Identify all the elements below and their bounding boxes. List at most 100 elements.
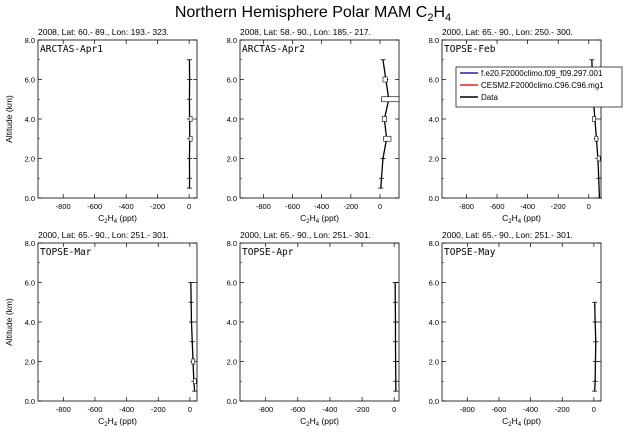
- plot-frame: [239, 242, 400, 402]
- panel-subtitle: 2008, Lat: 58.- 90., Lon: 185.- 217.: [240, 27, 371, 37]
- x-axis-label: C2H4 (ppt): [300, 213, 339, 225]
- campaign-label: TOPSE-Feb: [444, 44, 496, 55]
- x-tick-label: -600: [290, 405, 305, 414]
- x-tick-label: 0: [188, 405, 192, 414]
- x-tick-label: -400: [520, 202, 535, 211]
- panel-2: 2008, Lat: 58.- 90., Lon: 185.- 217. -800…: [227, 27, 400, 225]
- campaign-label: TOPSE-Apr: [242, 247, 294, 258]
- y-tick-label: 4.0: [25, 115, 35, 124]
- panel-5: 2000, Lat: 65.- 90., Lon: 251.- 301. -800…: [227, 230, 400, 428]
- y-tick-label: 6.0: [25, 279, 35, 288]
- range-box: [592, 116, 596, 122]
- legend: f.e20.F2000climo.f09_f09.297.001 CESM2.F2…: [455, 66, 623, 108]
- plot-frame: [37, 242, 198, 402]
- x-tick-label: -600: [490, 202, 505, 211]
- range-box: [188, 116, 193, 122]
- legend-label: Data: [481, 93, 498, 102]
- range-box: [193, 378, 197, 385]
- y-tick-label: 8.0: [429, 36, 439, 45]
- x-tick-label: 0: [392, 405, 396, 414]
- x-tick-label: -400: [119, 405, 134, 414]
- panel-6: 2000, Lat: 65.- 90., Lon: 251.- 301. -800…: [429, 230, 602, 428]
- x-tick-label: -400: [119, 202, 134, 211]
- y-tick-label: 2.0: [25, 155, 35, 164]
- legend-label: CESM2.F2000climo.C96.C96.mg1: [481, 81, 604, 90]
- x-axis-label: C2H4 (ppt): [98, 416, 137, 428]
- campaign-label: TOPSE-Mar: [40, 247, 92, 258]
- panel-1: 2008, Lat: 60.- 89., Lon: 193.- 323. -800…: [4, 27, 198, 225]
- x-tick-label: -600: [491, 405, 506, 414]
- x-tick-label: -200: [151, 405, 166, 414]
- x-tick-label: -200: [555, 405, 570, 414]
- x-tick-label: -600: [87, 202, 102, 211]
- x-tick-label: -800: [56, 405, 71, 414]
- data-profile-line: [394, 282, 397, 392]
- y-tick-label: 4.0: [429, 115, 439, 124]
- x-tick-label: -200: [355, 405, 370, 414]
- range-box: [188, 135, 193, 142]
- range-box: [191, 358, 196, 365]
- y-axis-label: Altitude (km): [4, 298, 14, 346]
- x-tick-label: 0: [592, 405, 596, 414]
- y-tick-label: 8.0: [429, 239, 439, 248]
- campaign-label: ARCTAS-Apr2: [242, 44, 305, 55]
- data-profile-line: [594, 302, 597, 392]
- x-axis-label: C2H4 (ppt): [98, 213, 137, 225]
- y-tick-label: 6.0: [227, 76, 237, 85]
- x-tick-label: 0: [587, 202, 591, 211]
- data-profile-line: [380, 59, 390, 189]
- y-tick-label: 4.0: [25, 318, 35, 327]
- y-tick-label: 8.0: [227, 239, 237, 248]
- x-tick-label: -400: [523, 405, 538, 414]
- y-tick-label: 0.0: [227, 194, 237, 203]
- x-tick-label: -600: [285, 202, 300, 211]
- x-axis-label: C2H4 (ppt): [502, 213, 541, 225]
- y-tick-label: 6.0: [429, 76, 439, 85]
- y-tick-label: 8.0: [25, 239, 35, 248]
- plot-frame: [441, 39, 602, 199]
- x-tick-label: -200: [551, 202, 566, 211]
- x-tick-label: -800: [56, 202, 71, 211]
- y-tick-label: 2.0: [227, 155, 237, 164]
- panel-subtitle: 2000, Lat: 65.- 90., Lon: 251.- 301.: [240, 230, 371, 240]
- y-tick-label: 2.0: [429, 155, 439, 164]
- range-box: [383, 135, 392, 142]
- y-tick-label: 8.0: [25, 36, 35, 45]
- legend-label: f.e20.F2000climo.f09_f09.297.001: [481, 69, 603, 78]
- campaign-label: TOPSE-May: [444, 247, 496, 258]
- x-tick-label: -200: [343, 202, 358, 211]
- plot-frame: [37, 39, 198, 199]
- y-tick-label: 0.0: [25, 194, 35, 203]
- y-tick-label: 0.0: [227, 397, 237, 406]
- x-tick-label: 0: [378, 202, 382, 211]
- panel-subtitle: 2000, Lat: 65.- 90., Lon: 250.- 300.: [442, 27, 573, 37]
- y-tick-label: 4.0: [429, 318, 439, 327]
- campaign-label: ARCTAS-Apr1: [40, 44, 103, 55]
- y-tick-label: 4.0: [227, 115, 237, 124]
- y-tick-label: 0.0: [429, 397, 439, 406]
- x-tick-label: -600: [87, 405, 102, 414]
- range-box: [381, 96, 400, 103]
- y-tick-label: 0.0: [25, 397, 35, 406]
- x-tick-label: -200: [150, 202, 165, 211]
- y-axis-label: Altitude (km): [4, 95, 14, 143]
- x-axis-label: C2H4 (ppt): [300, 416, 339, 428]
- x-tick-label: -800: [256, 202, 271, 211]
- y-tick-label: 6.0: [227, 279, 237, 288]
- x-axis-label: C2H4 (ppt): [502, 416, 541, 428]
- y-tick-label: 8.0: [227, 36, 237, 45]
- x-tick-label: -800: [459, 202, 474, 211]
- range-box: [381, 116, 387, 122]
- panel-4: 2000, Lat: 65.- 90., Lon: 251.- 301. -800…: [4, 230, 198, 428]
- panel-subtitle: 2000, Lat: 65.- 90., Lon: 251.- 301.: [442, 230, 573, 240]
- panel-subtitle: 2008, Lat: 60.- 89., Lon: 193.- 323.: [38, 27, 169, 37]
- panel-subtitle: 2000, Lat: 65.- 90., Lon: 251.- 301.: [38, 230, 169, 240]
- range-box: [382, 76, 388, 83]
- y-tick-label: 0.0: [429, 194, 439, 203]
- x-tick-label: 0: [187, 202, 191, 211]
- y-tick-label: 6.0: [25, 76, 35, 85]
- x-tick-label: -800: [258, 405, 273, 414]
- figure-title: Northern Hemisphere Polar MAM C2H4: [175, 4, 451, 24]
- x-tick-label: -400: [314, 202, 329, 211]
